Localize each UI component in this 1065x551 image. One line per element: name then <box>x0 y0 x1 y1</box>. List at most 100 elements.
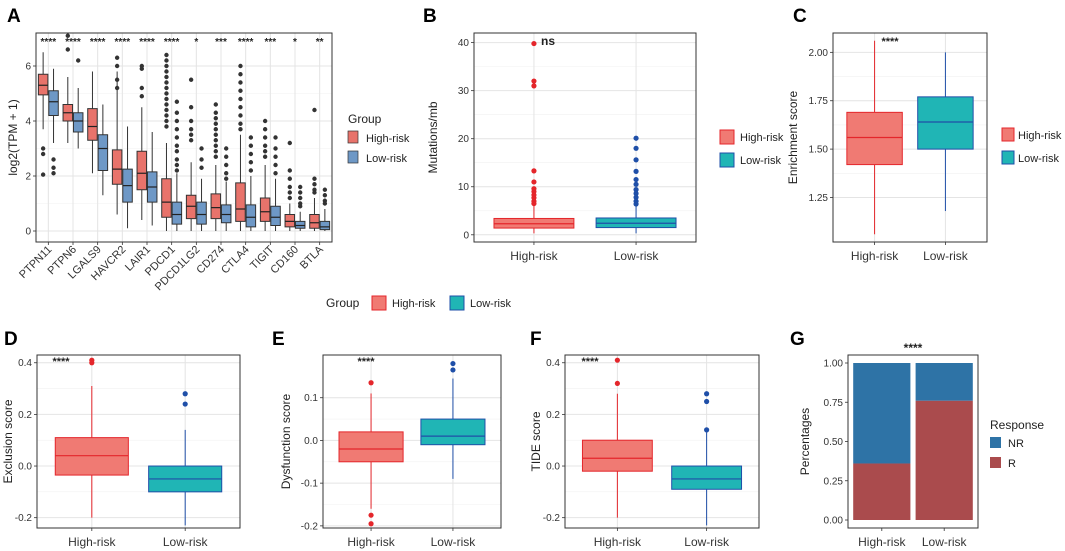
box-low-tigit-outlier <box>273 162 278 168</box>
panel-c-enrichment-boxplot: 1.25 1.50 1.75 2.00 Enrichment score High-ris… <box>786 32 988 263</box>
box-high-pdcd1lg2-outlier <box>188 132 194 137</box>
box-high-ctla4-outlier <box>238 72 243 77</box>
box-high-pdcd1-outlier <box>164 58 169 63</box>
y-tick-label: 0.25 <box>824 476 844 487</box>
legend-a-low-key <box>347 150 359 164</box>
shared-group-legend: Group High-risk Low-risk <box>326 295 511 311</box>
x-tick-label-low-risk: Low-risk <box>431 535 477 549</box>
box-high-ctla4-outlier <box>238 105 243 110</box>
y-tick-label: -0.2 <box>543 513 561 524</box>
box-low-risk-box <box>420 418 486 446</box>
box-high-cd274-outlier <box>213 143 218 148</box>
x-tick-label-high-risk: High-risk <box>510 249 558 263</box>
box-high-risk-outlier <box>89 360 95 366</box>
legend-b-low-key <box>719 152 735 168</box>
y-tick-label: 0 <box>25 227 31 238</box>
y-axis-title: TIDE score <box>529 411 543 471</box>
box-low-risk-outlier <box>450 367 456 373</box>
box-high-pdcd1-outlier <box>164 102 169 107</box>
box-low-pdcd1lg2-box <box>196 201 207 225</box>
box-low-risk-outlier <box>704 427 710 433</box>
y-axis-title: Percentages <box>798 408 812 475</box>
box-high-cd274-outlier <box>213 154 218 159</box>
box-high-pdcd1-outlier <box>164 80 169 85</box>
box-high-risk-outlier <box>531 179 537 185</box>
box-low-risk-outlier <box>633 190 639 197</box>
y-tick-label: 0.0 <box>18 462 32 473</box>
x-tick-label-low-risk: Low-risk <box>614 249 660 263</box>
box-low-risk-box <box>917 96 974 150</box>
panel-label-d: D <box>4 329 18 350</box>
panel-d-exclusion-boxplot: -0.2 0.0 0.2 0.4 Exclusion score High-risk Low… <box>1 354 241 549</box>
box-high-lair1-outlier <box>139 66 144 71</box>
significance-label: **** <box>881 36 899 48</box>
y-tick-label: 0.00 <box>824 516 844 527</box>
panel-border <box>473 32 697 243</box>
panel-label-c: C <box>793 6 807 27</box>
significance-label: * <box>194 37 198 48</box>
box-low-btla-box <box>319 220 331 231</box>
box-low-risk-outlier <box>182 391 188 397</box>
box-high-pdcd1lg2-outlier <box>188 77 194 82</box>
box-high-havcr2-outlier <box>114 55 120 60</box>
box-high-risk-box <box>846 111 903 166</box>
y-tick-label: 1.50 <box>809 145 829 156</box>
significance-label: **** <box>52 356 70 368</box>
y-tick-label: 0.4 <box>18 358 32 369</box>
y-tick-label: 0.1 <box>304 393 318 404</box>
box-high-ctla4-outlier <box>238 121 243 126</box>
box-high-risk-outlier <box>614 357 620 363</box>
significance-label: **** <box>904 341 923 355</box>
box-high-risk-outlier <box>531 40 537 47</box>
x-tick-label-ctla4: CTLA4 <box>219 244 252 277</box>
y-tick-label: 1.25 <box>809 193 829 204</box>
y-tick-label: 2.00 <box>809 48 829 59</box>
box-low-tigit-outlier <box>273 154 278 159</box>
box-high-cd160-outlier <box>287 140 292 146</box>
y-tick-label: -0.2 <box>301 521 319 532</box>
box-high-havcr2-outlier <box>114 77 120 82</box>
box-high-pdcd1-outlier <box>164 63 169 69</box>
box-low-risk-outlier <box>633 181 639 187</box>
box-low-ptpn11-outlier <box>51 171 56 176</box>
box-high-pdcd1-outlier <box>164 118 169 124</box>
box-high-cd160-outlier <box>287 176 292 181</box>
legend-a-high-key <box>347 130 359 144</box>
box-high-tigit-outlier <box>262 118 268 124</box>
box-low-cd274-outlier <box>224 146 229 151</box>
box-low-pdcd1lg2-outlier <box>199 165 204 170</box>
box-low-cd274-outlier <box>224 176 229 181</box>
box-low-risk-outlier <box>182 401 188 407</box>
box-high-cd274-outlier <box>213 127 218 132</box>
box-high-risk-outlier <box>368 512 374 518</box>
y-tick-label: 2 <box>25 172 31 183</box>
box-high-btla-outlier <box>312 182 317 187</box>
box-low-pdcd1-box <box>171 201 183 225</box>
y-tick-label: 6 <box>25 62 31 73</box>
box-high-lair1-outlier <box>139 85 144 91</box>
box-high-cd274-outlier <box>213 132 218 137</box>
box-high-lgals9-box <box>87 108 98 141</box>
box-high-ptpn11-outlier <box>40 172 46 177</box>
box-low-pdcd1-outlier <box>174 99 180 104</box>
box-high-pdcd1lg2-outlier <box>188 105 194 110</box>
box-high-risk-outlier <box>531 83 537 89</box>
box-high-pdcd1-outlier <box>164 69 169 74</box>
plot-background <box>474 33 696 242</box>
y-tick-label: 0.0 <box>304 436 318 447</box>
x-tick-label-high-risk: High-risk <box>68 535 116 549</box>
box-high-pdcd1lg2-outlier <box>188 127 194 132</box>
box-high-ptpn11-box <box>37 73 49 96</box>
box-high-risk-box <box>338 431 404 463</box>
panel-border <box>847 354 979 529</box>
box-high-risk-outlier <box>614 380 620 387</box>
box-high-ptpn11-outlier <box>40 151 46 157</box>
box-high-cd160-box <box>284 214 296 228</box>
box-low-cd274-outlier <box>224 162 229 168</box>
box-high-tigit-outlier <box>262 154 268 159</box>
panel-label-a: A <box>7 6 21 27</box>
box-low-cd160-box <box>294 220 306 229</box>
x-tick-label-high-risk: High-risk <box>851 249 899 263</box>
y-tick-label: 0.50 <box>824 437 844 448</box>
